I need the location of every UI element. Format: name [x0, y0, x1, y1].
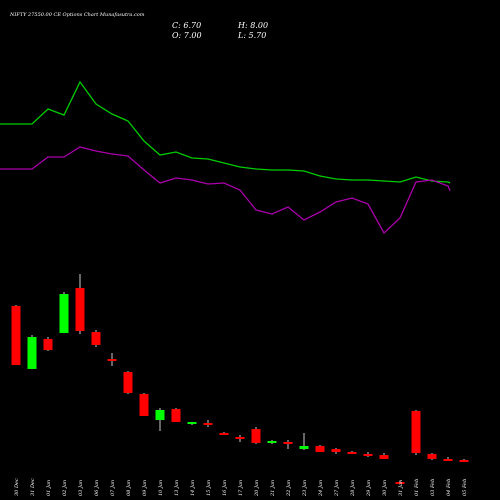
x-tick-label: 24 Jan	[318, 480, 324, 497]
candle-body	[155, 410, 165, 420]
candle	[43, 337, 53, 351]
x-tick-label: 30 Dec	[14, 478, 20, 496]
x-tick-label: 29 Jan	[366, 480, 372, 497]
x-tick-label: 01 Feb	[414, 479, 420, 496]
x-tick-label: 03 Jan	[78, 480, 84, 496]
candle-body	[251, 429, 261, 443]
candle	[395, 481, 405, 484]
candle	[267, 440, 277, 444]
candle-body	[59, 294, 69, 333]
candle	[283, 440, 293, 449]
candle-body	[283, 442, 293, 444]
candle	[427, 453, 437, 460]
candlesticks	[11, 274, 469, 484]
candle-body	[107, 359, 117, 361]
x-tick-label: 10 Jan	[158, 480, 164, 496]
candle	[11, 305, 21, 365]
candle-body	[27, 337, 37, 369]
chart-title: NIFTY 27550.00 CE Options Chart Munafasu…	[9, 12, 145, 18]
candle-body	[363, 454, 373, 456]
x-tick-label: 16 Jan	[222, 480, 228, 496]
x-tick-label: 09 Jan	[142, 480, 148, 496]
candle-body	[91, 332, 101, 345]
candle-body	[299, 446, 309, 449]
candle-body	[331, 449, 341, 452]
candle	[59, 292, 69, 333]
candle	[27, 335, 37, 369]
x-axis-tick-labels: 30 Dec 31 Dec 01 Jan 02 Jan 03 Jan 06 Jan 07 J…	[14, 478, 468, 497]
candle-body	[11, 306, 21, 365]
candle	[411, 410, 421, 455]
candle-body	[443, 459, 453, 461]
moving-average-lines	[0, 80, 451, 235]
candle	[363, 452, 373, 457]
x-tick-label: 28 Jan	[350, 480, 356, 497]
candle	[155, 408, 165, 431]
candle	[235, 435, 245, 442]
x-tick-label: 17 Jan	[238, 480, 244, 496]
candle	[347, 451, 357, 454]
candle	[299, 433, 309, 450]
open-value: O: 7.00	[172, 31, 202, 40]
high-value: H: 8.00	[237, 21, 268, 30]
candle-body	[235, 437, 245, 439]
x-tick-label: 05 Feb	[462, 479, 468, 496]
close-value: C: 6.70	[172, 21, 201, 30]
candle-body	[411, 411, 421, 453]
candle	[91, 330, 101, 347]
candle-body	[139, 394, 149, 416]
candle-body	[459, 460, 469, 462]
low-value: L: 5.70	[237, 31, 266, 40]
candle-body	[379, 455, 389, 459]
candle	[139, 393, 149, 416]
x-tick-label: 13 Jan	[174, 480, 180, 496]
x-tick-label: 30 Jan	[382, 480, 388, 496]
candle	[219, 432, 229, 435]
x-tick-label: 31 Jan	[398, 480, 404, 496]
candle	[331, 448, 341, 454]
candle	[187, 422, 197, 425]
x-tick-label: 07 Jan	[110, 480, 116, 496]
x-tick-label: 27 Jan	[334, 480, 340, 497]
x-tick-label: 21 Jan	[270, 480, 276, 497]
x-tick-label: 23 Jan	[302, 480, 308, 497]
candle	[459, 459, 469, 462]
candle	[443, 457, 453, 461]
candle	[171, 408, 181, 422]
candle-body	[427, 454, 437, 459]
candle-body	[203, 423, 213, 425]
ma-short-line	[0, 146, 451, 235]
candle	[107, 353, 117, 366]
candle	[379, 453, 389, 459]
x-tick-label: 14 Jan	[190, 480, 196, 496]
candle	[203, 420, 213, 427]
candle-body	[395, 482, 405, 484]
x-tick-label: 06 Jan	[94, 480, 100, 496]
candle-body	[219, 433, 229, 435]
x-tick-label: 20 Jan	[254, 480, 260, 497]
ma-long-line	[0, 80, 451, 184]
x-tick-label: 31 Dec	[30, 478, 36, 496]
x-tick-label: 03 Feb	[430, 479, 436, 496]
x-tick-label: 01 Jan	[46, 480, 52, 496]
x-tick-label: 04 Feb	[446, 479, 452, 496]
candle	[315, 445, 325, 452]
x-tick-label: 15 Jan	[206, 480, 212, 496]
candle-body	[187, 422, 197, 424]
x-tick-label: 08 Jan	[126, 480, 132, 496]
candle	[75, 274, 85, 334]
candle-body	[75, 288, 85, 331]
candle-body	[315, 446, 325, 452]
x-tick-label: 02 Jan	[62, 480, 68, 496]
candle-body	[43, 339, 53, 350]
candle-body	[123, 372, 133, 393]
candle-body	[267, 441, 277, 443]
candle-body	[171, 409, 181, 422]
candle-body	[347, 452, 357, 454]
x-tick-label: 22 Jan	[286, 480, 292, 497]
candle	[123, 371, 133, 394]
candle	[251, 427, 261, 444]
